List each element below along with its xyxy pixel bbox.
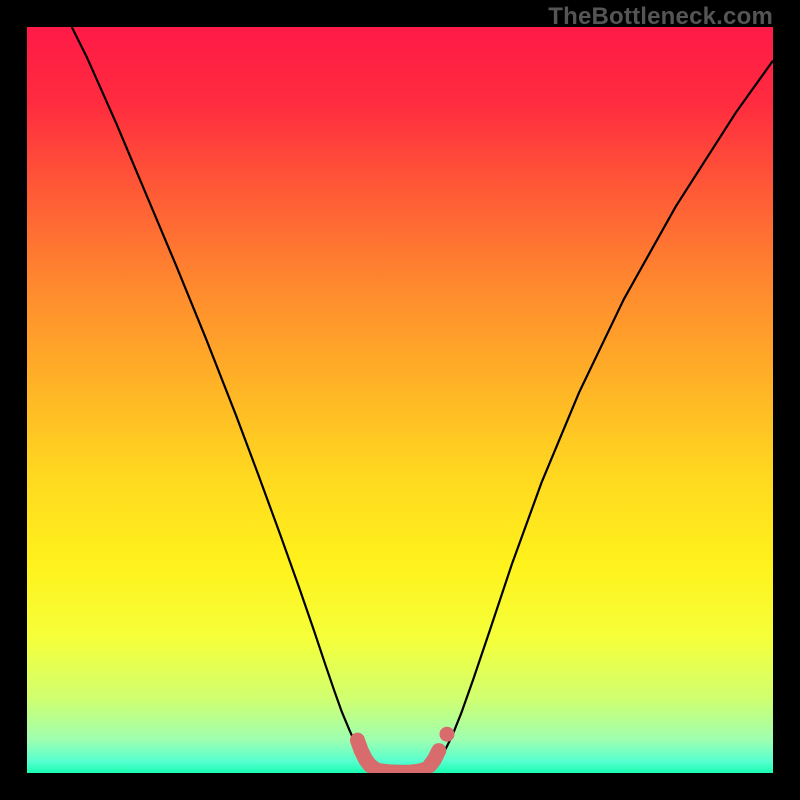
bottom-marker-dot [439,727,454,742]
watermark-text: TheBottleneck.com [548,3,773,31]
bottom-marker-segment [357,740,375,769]
curve-layer [27,27,773,773]
plot-area [27,27,773,773]
bottom-marker-segment [379,769,425,772]
chart-container: TheBottleneck.com [0,0,800,800]
bottleneck-curve [72,27,773,772]
bottom-marker [357,727,454,773]
bottom-marker-segment [430,751,439,766]
